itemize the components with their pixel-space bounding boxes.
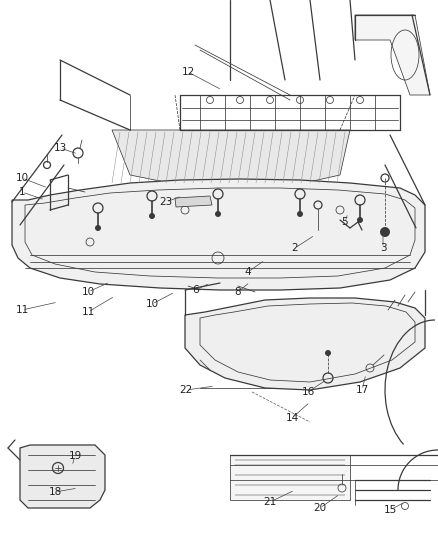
Polygon shape [12, 179, 425, 290]
Text: 13: 13 [53, 143, 67, 153]
Text: 12: 12 [181, 67, 194, 77]
Text: 10: 10 [81, 287, 95, 297]
Text: 4: 4 [245, 267, 251, 277]
Polygon shape [355, 15, 430, 95]
Circle shape [297, 211, 303, 217]
Text: 8: 8 [235, 287, 241, 297]
Text: 14: 14 [286, 413, 299, 423]
Circle shape [357, 217, 363, 223]
Text: 10: 10 [145, 299, 159, 309]
Text: 11: 11 [15, 305, 28, 315]
Polygon shape [185, 298, 425, 390]
Circle shape [325, 350, 331, 356]
Text: 10: 10 [15, 173, 28, 183]
Text: 21: 21 [263, 497, 277, 507]
Polygon shape [112, 130, 350, 185]
Text: 3: 3 [380, 243, 386, 253]
Text: 23: 23 [159, 197, 173, 207]
Text: 16: 16 [301, 387, 314, 397]
Text: 19: 19 [68, 451, 81, 461]
Polygon shape [230, 455, 350, 500]
Text: 18: 18 [48, 487, 62, 497]
Polygon shape [175, 196, 212, 207]
Circle shape [149, 213, 155, 219]
Text: 17: 17 [355, 385, 369, 395]
Text: 20: 20 [314, 503, 327, 513]
Text: 11: 11 [81, 307, 95, 317]
Text: 2: 2 [292, 243, 298, 253]
Text: 1: 1 [19, 187, 25, 197]
Circle shape [380, 227, 390, 237]
Text: 5: 5 [342, 217, 348, 227]
Circle shape [215, 211, 221, 217]
Circle shape [95, 225, 101, 231]
Text: 6: 6 [193, 285, 199, 295]
Text: 15: 15 [383, 505, 397, 515]
Polygon shape [20, 445, 105, 508]
Text: 22: 22 [180, 385, 193, 395]
